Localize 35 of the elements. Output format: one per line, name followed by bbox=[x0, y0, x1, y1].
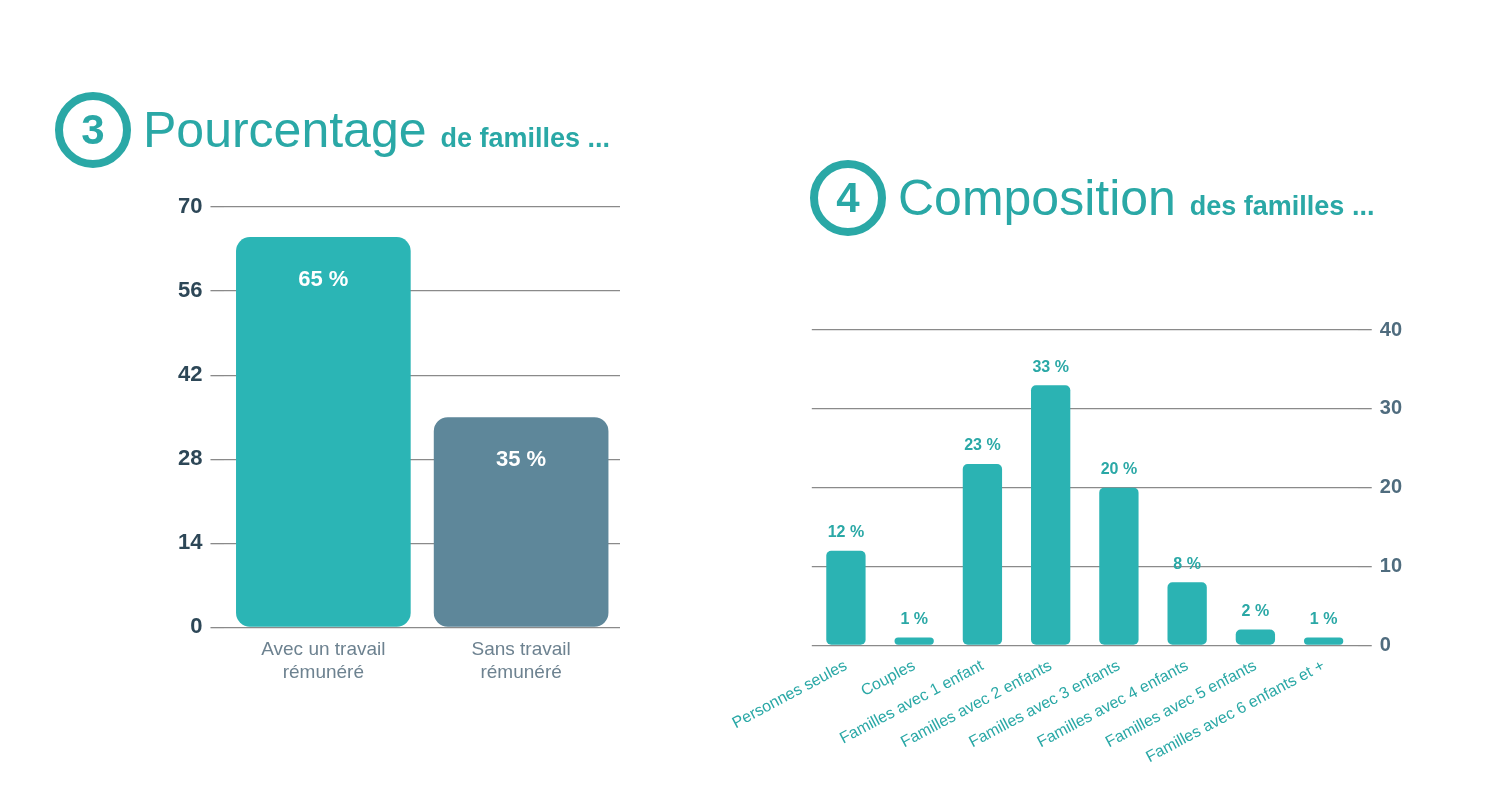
chart-title: Pourcentage de familles ... bbox=[143, 102, 611, 158]
data-label: 65 % bbox=[298, 266, 349, 292]
data-label: 1 % bbox=[1309, 609, 1338, 627]
data-label: 33 % bbox=[1032, 357, 1069, 375]
bar bbox=[1303, 637, 1344, 645]
y-tick-label: 0 bbox=[1379, 632, 1391, 655]
text: 3 bbox=[80, 105, 106, 155]
text: 4 bbox=[835, 173, 861, 223]
bar bbox=[962, 464, 1003, 645]
y-tick-label: 20 bbox=[1379, 475, 1402, 498]
data-label: 20 % bbox=[1100, 460, 1138, 478]
bar bbox=[1167, 582, 1207, 645]
bar bbox=[1031, 385, 1071, 645]
data-label: 35 % bbox=[496, 446, 547, 472]
y-tick-label: 56 bbox=[177, 277, 203, 303]
y-tick-label: 28 bbox=[177, 445, 203, 471]
y-tick-label: 40 bbox=[1379, 317, 1402, 340]
data-label: 23 % bbox=[964, 436, 1001, 454]
bar bbox=[1235, 629, 1276, 645]
x-tick-label: Sans travail rémunéré bbox=[471, 638, 571, 682]
data-label: 2 % bbox=[1241, 601, 1270, 619]
data-label: 1 % bbox=[900, 609, 928, 627]
bar bbox=[826, 550, 866, 645]
y-tick-label: 70 bbox=[177, 193, 203, 219]
data-label: 8 % bbox=[1173, 554, 1201, 572]
y-tick-label: 0 bbox=[190, 613, 203, 639]
data-label: 12 % bbox=[827, 523, 865, 541]
bar bbox=[894, 637, 934, 645]
chart-title: Composition des familles ... bbox=[898, 170, 1375, 226]
x-tick-label: Avec un travail rémunéré bbox=[261, 638, 386, 682]
y-tick-label: 10 bbox=[1379, 554, 1402, 576]
y-tick-label: 14 bbox=[177, 529, 204, 555]
y-tick-label: 30 bbox=[1379, 396, 1402, 419]
y-tick-label: 42 bbox=[177, 361, 203, 387]
bar bbox=[1099, 487, 1139, 645]
